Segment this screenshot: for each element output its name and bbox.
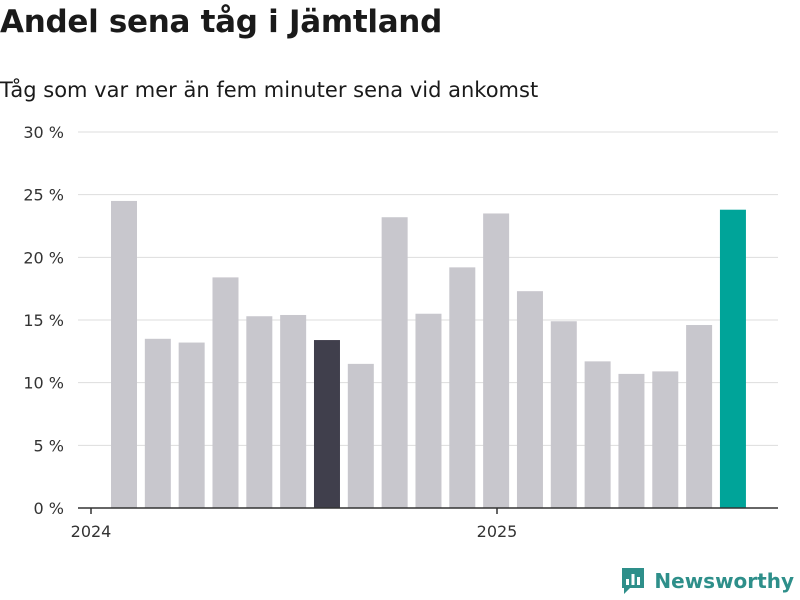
bar xyxy=(313,340,340,508)
y-tick-label: 20 % xyxy=(23,248,64,267)
newsworthy-logo-icon xyxy=(622,568,645,594)
newsworthy-logo: Newsworthy xyxy=(620,566,794,596)
bar xyxy=(381,217,408,508)
y-tick-label: 0 % xyxy=(34,499,64,518)
bar xyxy=(618,373,645,508)
y-tick-label: 15 % xyxy=(23,311,64,330)
brand-name: Newsworthy xyxy=(654,569,794,593)
chart-subtitle: Tåg som var mer än fem minuter sena vid … xyxy=(0,78,539,102)
bar xyxy=(652,371,679,508)
bars xyxy=(111,200,746,508)
bar xyxy=(212,277,239,508)
bar xyxy=(347,363,374,508)
x-tick-label: 2025 xyxy=(477,522,518,541)
bar xyxy=(483,213,510,508)
bar xyxy=(516,291,543,508)
bar xyxy=(550,321,577,508)
y-axis-ticks: 0 % 5 % 10 % 15 % 20 % 25 % 30 % xyxy=(23,123,64,518)
bar xyxy=(719,209,746,508)
bar xyxy=(415,313,442,508)
bar xyxy=(584,361,611,508)
x-axis-ticks: 2024 2025 xyxy=(71,508,518,541)
y-tick-label: 30 % xyxy=(23,123,64,142)
bar xyxy=(246,316,273,508)
bar xyxy=(111,200,137,508)
bar xyxy=(686,325,713,508)
x-tick-label: 2024 xyxy=(71,522,112,541)
bar xyxy=(449,267,476,508)
y-tick-label: 5 % xyxy=(34,436,64,455)
bar xyxy=(144,338,171,508)
bar xyxy=(178,342,205,508)
bar xyxy=(280,314,307,508)
chart-title: Andel sena tåg i Jämtland xyxy=(0,4,442,40)
y-tick-label: 10 % xyxy=(23,374,64,393)
y-tick-label: 25 % xyxy=(23,186,64,205)
